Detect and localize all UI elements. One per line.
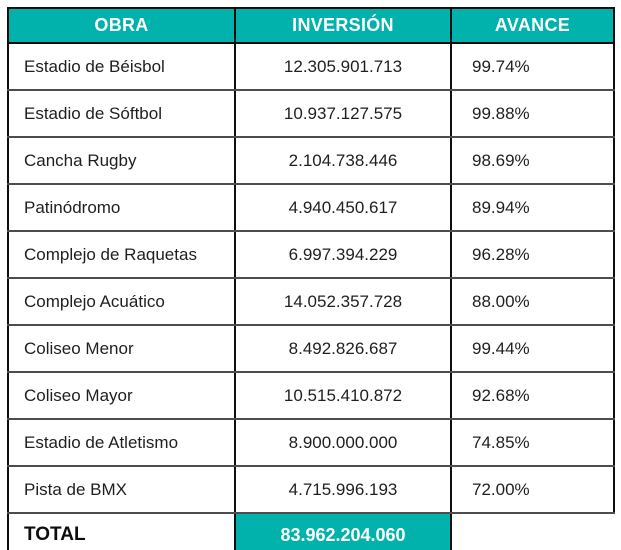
table-row: Estadio de Sóftbol 10.937.127.575 99.88% <box>7 89 615 138</box>
inversion-cell: 8.492.826.687 <box>234 324 452 373</box>
inversion-cell: 4.940.450.617 <box>234 183 452 232</box>
inversion-cell: 2.104.738.446 <box>234 136 452 185</box>
column-header-inversion: INVERSIÓN <box>234 7 452 44</box>
avance-cell: 99.88% <box>450 89 615 138</box>
obra-cell: Pista de BMX <box>7 465 236 514</box>
inversion-cell: 12.305.901.713 <box>234 42 452 91</box>
obra-cell: Complejo de Raquetas <box>7 230 236 279</box>
obra-cell: Coliseo Menor <box>7 324 236 373</box>
column-header-avance: AVANCE <box>450 7 615 44</box>
table-body: Estadio de Béisbol 12.305.901.713 99.74% Es… <box>7 42 615 514</box>
obra-cell: Coliseo Mayor <box>7 371 236 420</box>
avance-cell: 92.68% <box>450 371 615 420</box>
column-header-obra: OBRA <box>7 7 236 44</box>
avance-cell: 89.94% <box>450 183 615 232</box>
inversion-cell: 8.900.000.000 <box>234 418 452 467</box>
header-row: OBRA INVERSIÓN AVANCE <box>7 7 615 44</box>
obra-cell: Estadio de Béisbol <box>7 42 236 91</box>
investment-table: OBRA INVERSIÓN AVANCE Estadio de Béisbol… <box>7 7 615 550</box>
inversion-cell: 10.515.410.872 <box>234 371 452 420</box>
total-inversion-value: 83.962.204.060 <box>234 512 452 550</box>
table-row: Patinódromo 4.940.450.617 89.94% <box>7 183 615 232</box>
obra-cell: Complejo Acuático <box>7 277 236 326</box>
obra-cell: Cancha Rugby <box>7 136 236 185</box>
inversion-cell: 10.937.127.575 <box>234 89 452 138</box>
obra-cell: Estadio de Atletismo <box>7 418 236 467</box>
avance-cell: 99.44% <box>450 324 615 373</box>
table-row: Coliseo Mayor 10.515.410.872 92.68% <box>7 371 615 420</box>
total-label: TOTAL <box>7 512 236 550</box>
avance-cell: 98.69% <box>450 136 615 185</box>
table-row: Cancha Rugby 2.104.738.446 98.69% <box>7 136 615 185</box>
avance-cell: 72.00% <box>450 465 615 514</box>
total-avance-empty <box>451 512 614 550</box>
avance-cell: 88.00% <box>450 277 615 326</box>
inversion-cell: 4.715.996.193 <box>234 465 452 514</box>
avance-cell: 99.74% <box>450 42 615 91</box>
total-row: TOTAL 83.962.204.060 <box>7 512 614 550</box>
table-row: Complejo Acuático 14.052.357.728 88.00% <box>7 277 615 326</box>
table-row: Complejo de Raquetas 6.997.394.229 96.28% <box>7 230 615 279</box>
inversion-cell: 14.052.357.728 <box>234 277 452 326</box>
obra-cell: Patinódromo <box>7 183 236 232</box>
table-row: Pista de BMX 4.715.996.193 72.00% <box>7 465 615 514</box>
table-row: Estadio de Atletismo 8.900.000.000 74.85% <box>7 418 615 467</box>
table-row: Estadio de Béisbol 12.305.901.713 99.74% <box>7 42 615 91</box>
inversion-cell: 6.997.394.229 <box>234 230 452 279</box>
obra-cell: Estadio de Sóftbol <box>7 89 236 138</box>
avance-cell: 96.28% <box>450 230 615 279</box>
table-row: Coliseo Menor 8.492.826.687 99.44% <box>7 324 615 373</box>
avance-cell: 74.85% <box>450 418 615 467</box>
